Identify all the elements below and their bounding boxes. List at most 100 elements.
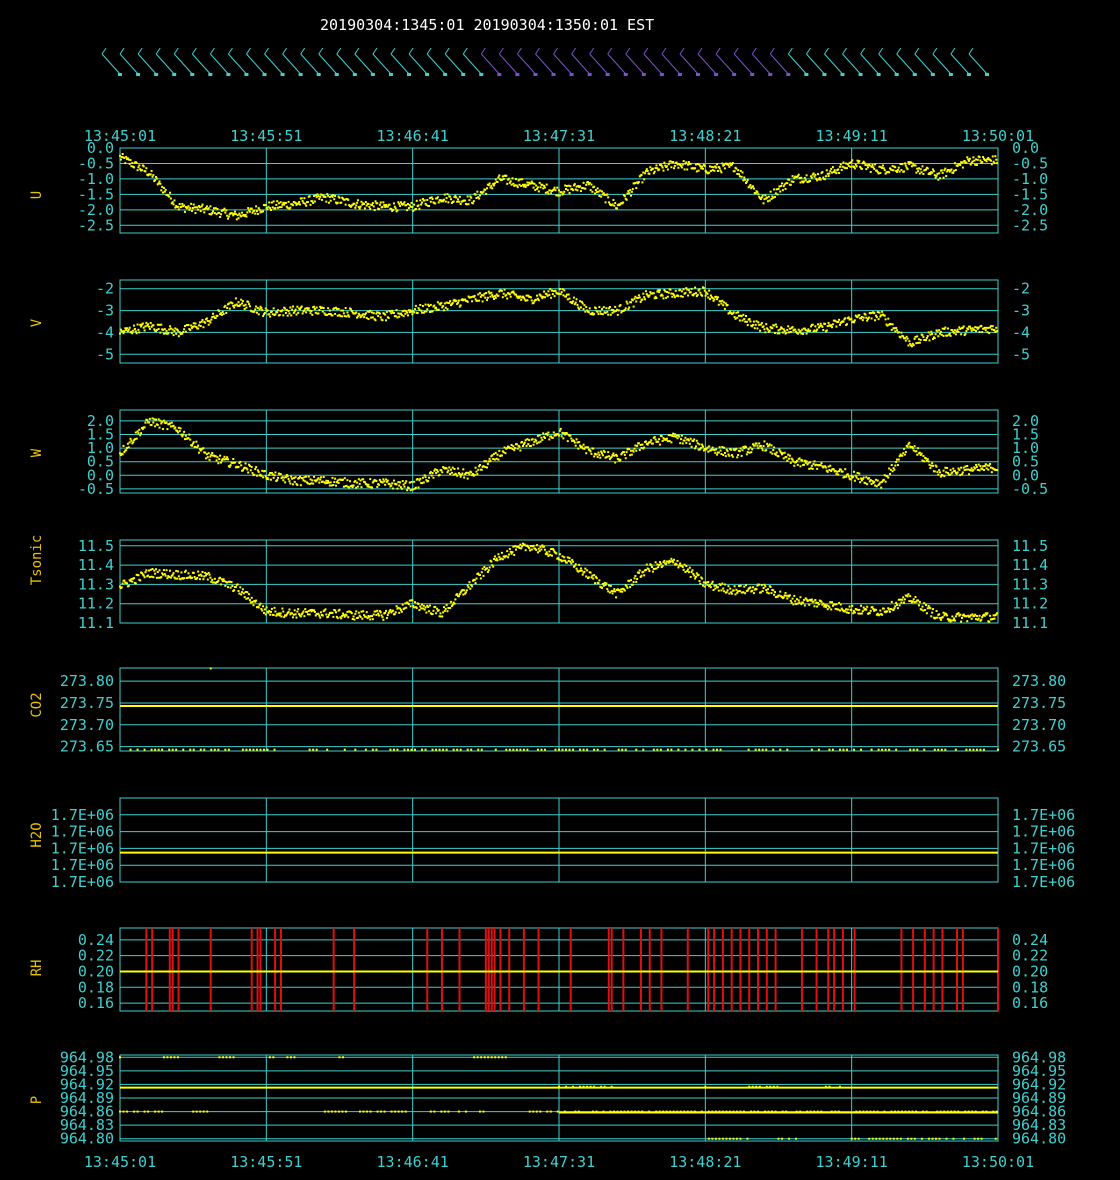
y-tick-label-left: 273.75 [60,694,114,712]
data-point [514,178,517,181]
data-point [928,172,931,175]
data-point [209,321,212,324]
data-point [644,172,647,175]
data-point [172,203,175,206]
data-point [148,417,151,420]
data-point [373,209,376,212]
data-point [723,307,726,310]
data-point [751,589,754,592]
data-point [963,159,966,162]
data-point [510,183,513,186]
data-point [450,471,453,474]
data-point [797,173,800,176]
data-point [477,293,480,296]
data-point [181,332,184,335]
data-point [700,576,703,579]
data-point [650,439,653,442]
wind-barb-station-dot [966,73,971,76]
data-point [701,167,704,170]
data-point [389,748,392,751]
data-point [782,457,785,460]
data-point [284,201,287,204]
data-point [187,572,190,575]
data-point [147,569,150,572]
data-point [234,210,237,213]
data-point [849,478,852,481]
data-point [802,180,805,183]
data-point [745,180,748,183]
data-point [837,473,840,476]
data-point [620,311,623,314]
data-point [371,202,374,205]
data-point [946,614,949,617]
data-point [824,178,827,181]
data-point [694,163,697,166]
data-point [360,200,363,203]
data-point [814,325,817,328]
data-point [143,576,146,579]
data-point [590,183,593,186]
data-point [394,1110,397,1113]
wind-barb [318,47,339,76]
data-point [171,748,174,751]
data-point [321,194,324,197]
data-point [905,335,908,338]
data-point [446,610,449,613]
data-point [534,438,537,441]
data-point [411,206,414,209]
data-point [797,599,800,602]
data-point [611,203,614,206]
data-point [888,608,891,611]
data-point [717,451,720,454]
data-point [599,456,602,459]
data-point [361,203,364,206]
data-point [319,478,322,481]
data-point [412,209,415,212]
data-point [401,480,404,483]
data-point [183,577,186,580]
data-point [685,564,688,567]
data-point [524,299,527,302]
data-point [327,615,330,618]
data-point [121,330,124,333]
data-point [382,618,385,621]
data-point [188,208,191,211]
data-point [758,323,761,326]
data-point [610,590,613,593]
data-point [654,295,657,298]
data-point [638,296,641,299]
data-point [835,603,838,606]
data-point [651,570,654,573]
data-point [962,325,965,328]
data-point [853,167,856,170]
data-point [407,207,410,210]
data-point [180,571,183,574]
data-point [357,312,360,315]
data-point [241,211,244,214]
data-point [568,557,571,560]
data-point [451,302,454,305]
data-point [742,313,745,316]
data-point [782,596,785,599]
data-point [522,185,525,188]
data-point [363,614,366,617]
data-point [923,460,926,463]
data-point [468,581,471,584]
data-point [510,552,513,555]
data-point [424,303,427,306]
data-point [139,579,142,582]
data-point [324,482,327,485]
data-point [412,488,415,491]
data-point [559,293,562,296]
data-point [695,572,698,575]
data-point [531,438,534,441]
data-point [198,578,201,581]
data-point [295,203,298,206]
data-point [328,484,331,487]
data-point [184,569,187,572]
data-point [248,463,251,466]
data-point [141,428,144,431]
data-point [634,574,637,577]
data-point [384,313,387,316]
data-point [314,614,317,617]
